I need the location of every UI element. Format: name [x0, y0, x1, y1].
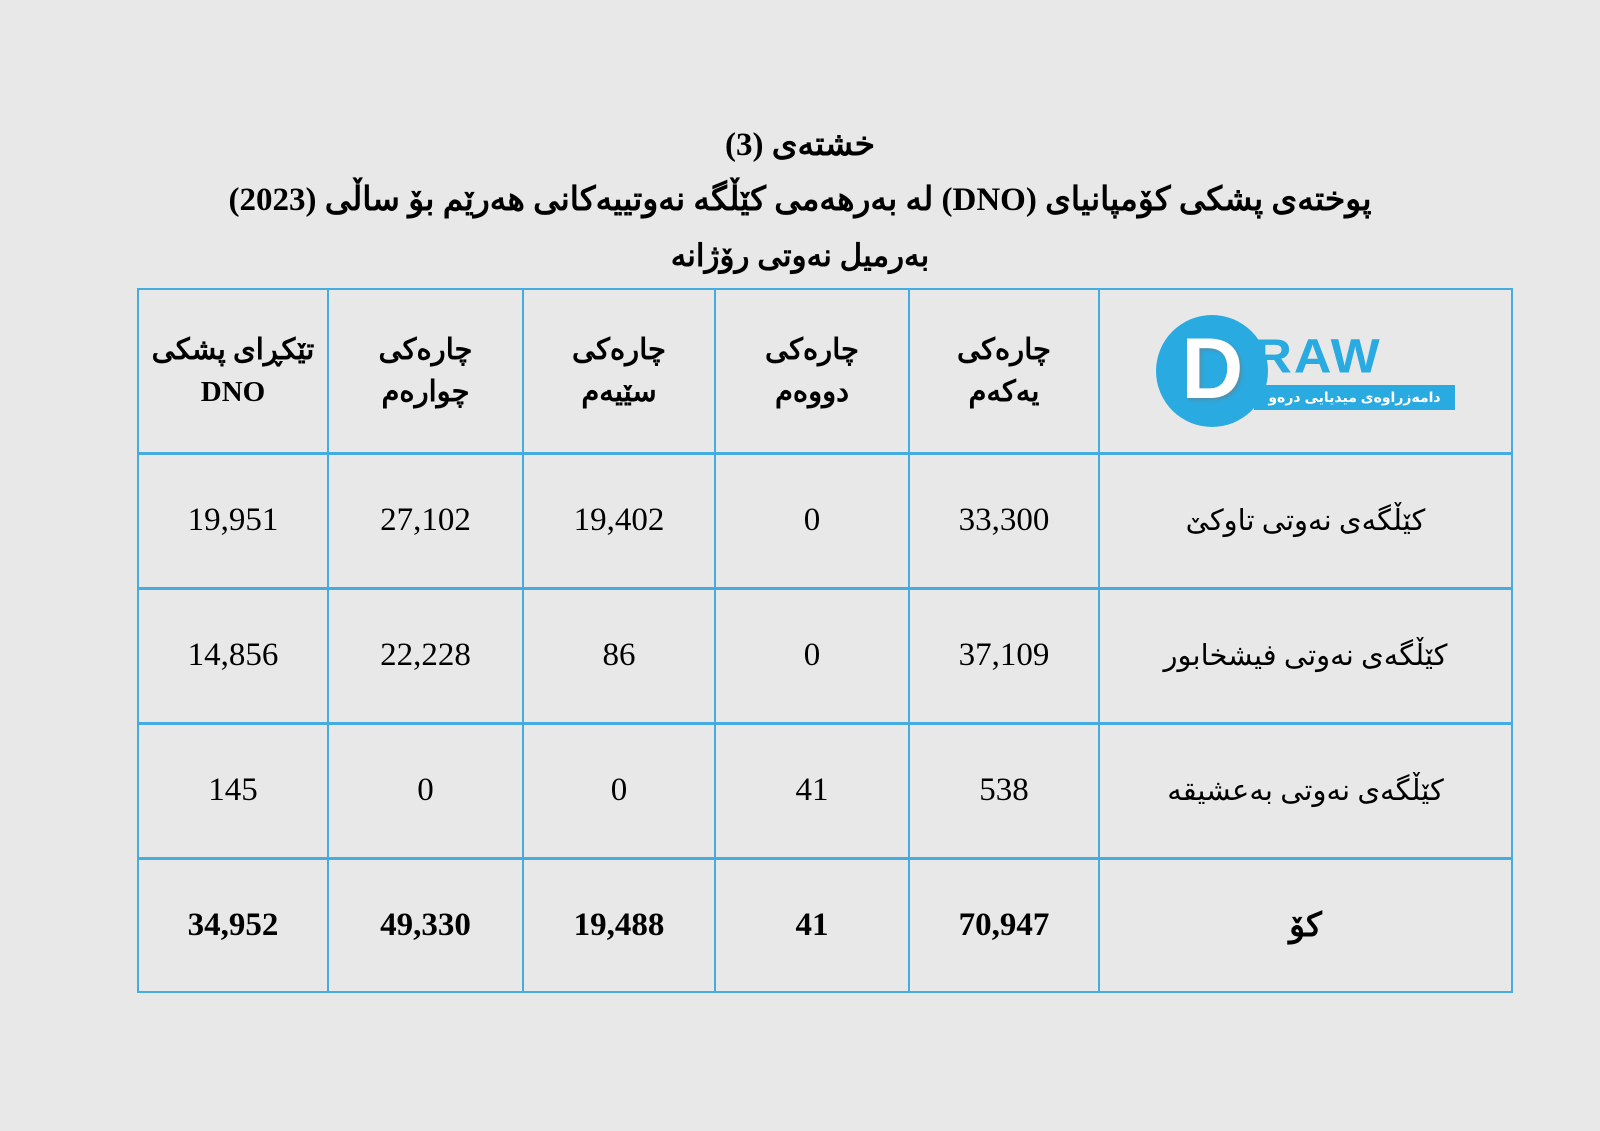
header-q1-line2: یەکەم — [968, 375, 1040, 408]
total-q1-value: 70,947 — [908, 856, 1100, 993]
table-row-total: کۆ 70,947 41 19,488 49,330 34,952 — [137, 856, 1513, 993]
header-dno-average-line1: تێکڕای پشکی — [151, 333, 315, 366]
title-line-3: بەرمیل نەوتی رۆژانه — [670, 238, 930, 273]
field-name-cell: کێڵگەی نەوتی فیشخابور — [1098, 586, 1513, 725]
draw-logo-right: RAW دامەزراوەی میدیایی درەو — [1254, 330, 1455, 411]
logo-cell: D RAW دامەزراوەی میدیایی درەو — [1098, 288, 1513, 455]
bashiqa-q4-value: 0 — [327, 721, 524, 860]
header-q1: چارەکی یەکەم — [908, 288, 1100, 455]
bashiqa-q1-value: 538 — [908, 721, 1100, 860]
header-q2-line1: چارەکی — [765, 333, 859, 366]
title-line-2: پوختەی پشکی کۆمپانیای (DNO) له بەرهەمی ک… — [228, 182, 1372, 218]
tawke-q1-value: 33,300 — [908, 451, 1100, 590]
header-q3: چارەکی سێیەم — [522, 288, 716, 455]
header-q3-line2: سێیەم — [581, 375, 657, 408]
bashiqa-q2-value: 41 — [714, 721, 910, 860]
total-label-cell: کۆ — [1098, 856, 1513, 993]
tawke-dno-average-value: 19,951 — [137, 451, 329, 590]
draw-logo-wordmark: RAW — [1254, 330, 1382, 384]
total-q2-value: 41 — [714, 856, 910, 993]
draw-logo: D RAW دامەزراوەی میدیایی درەو — [1106, 314, 1505, 427]
header-dno-average-line2: DNO — [200, 375, 266, 408]
header-dno-average: تێکڕای پشکی DNO — [137, 288, 329, 455]
header-q4-line2: چوارەم — [381, 375, 470, 408]
total-dno-average-value: 34,952 — [137, 856, 329, 993]
dno-share-table: D RAW دامەزراوەی میدیایی درەو چارەکی یەک… — [137, 288, 1513, 993]
header-row: D RAW دامەزراوەی میدیایی درەو چارەکی یەک… — [137, 288, 1513, 455]
header-q4-line1: چارەکی — [378, 333, 473, 366]
bashiqa-q3-value: 0 — [522, 721, 716, 860]
fishkhabur-q2-value: 0 — [714, 586, 910, 725]
tawke-q2-value: 0 — [714, 451, 910, 590]
fishkhabur-q1-value: 37,109 — [908, 586, 1100, 725]
draw-logo-d-letter: D — [1181, 320, 1244, 417]
header-q4: چارەکی چوارەم — [327, 288, 524, 455]
title-line-1: خشتەی (3) — [724, 127, 876, 163]
header-q1-line1: چارەکی — [957, 333, 1051, 366]
table-row-bashiqa: کێڵگەی نەوتی بەعشیقه 538 41 0 0 145 — [137, 721, 1513, 860]
field-name-cell: کێڵگەی نەوتی بەعشیقه — [1098, 721, 1513, 860]
field-name-cell: کێڵگەی نەوتی تاوکێ — [1098, 451, 1513, 590]
draw-logo-circle-icon: D — [1156, 314, 1269, 427]
header-q2: چارەکی دووەم — [714, 288, 910, 455]
header-q2-line2: دووەم — [774, 375, 850, 408]
tawke-q4-value: 27,102 — [327, 451, 524, 590]
draw-logo-banner: دامەزراوەی میدیایی درەو — [1254, 385, 1455, 411]
table-row-fishkhabur: کێڵگەی نەوتی فیشخابور 37,109 0 86 22,228… — [137, 586, 1513, 725]
header-q3-line1: چارەکی — [572, 333, 666, 366]
fishkhabur-q3-value: 86 — [522, 586, 716, 725]
total-q4-value: 49,330 — [327, 856, 524, 993]
total-q3-value: 19,488 — [522, 856, 716, 993]
tawke-q3-value: 19,402 — [522, 451, 716, 590]
table-title: خشتەی (3) پوختەی پشکی کۆمپانیای (DNO) له… — [0, 118, 1600, 283]
bashiqa-dno-average-value: 145 — [137, 721, 329, 860]
fishkhabur-q4-value: 22,228 — [327, 586, 524, 725]
table-row-tawke: کێڵگەی نەوتی تاوکێ 33,300 0 19,402 27,10… — [137, 451, 1513, 590]
fishkhabur-dno-average-value: 14,856 — [137, 586, 329, 725]
